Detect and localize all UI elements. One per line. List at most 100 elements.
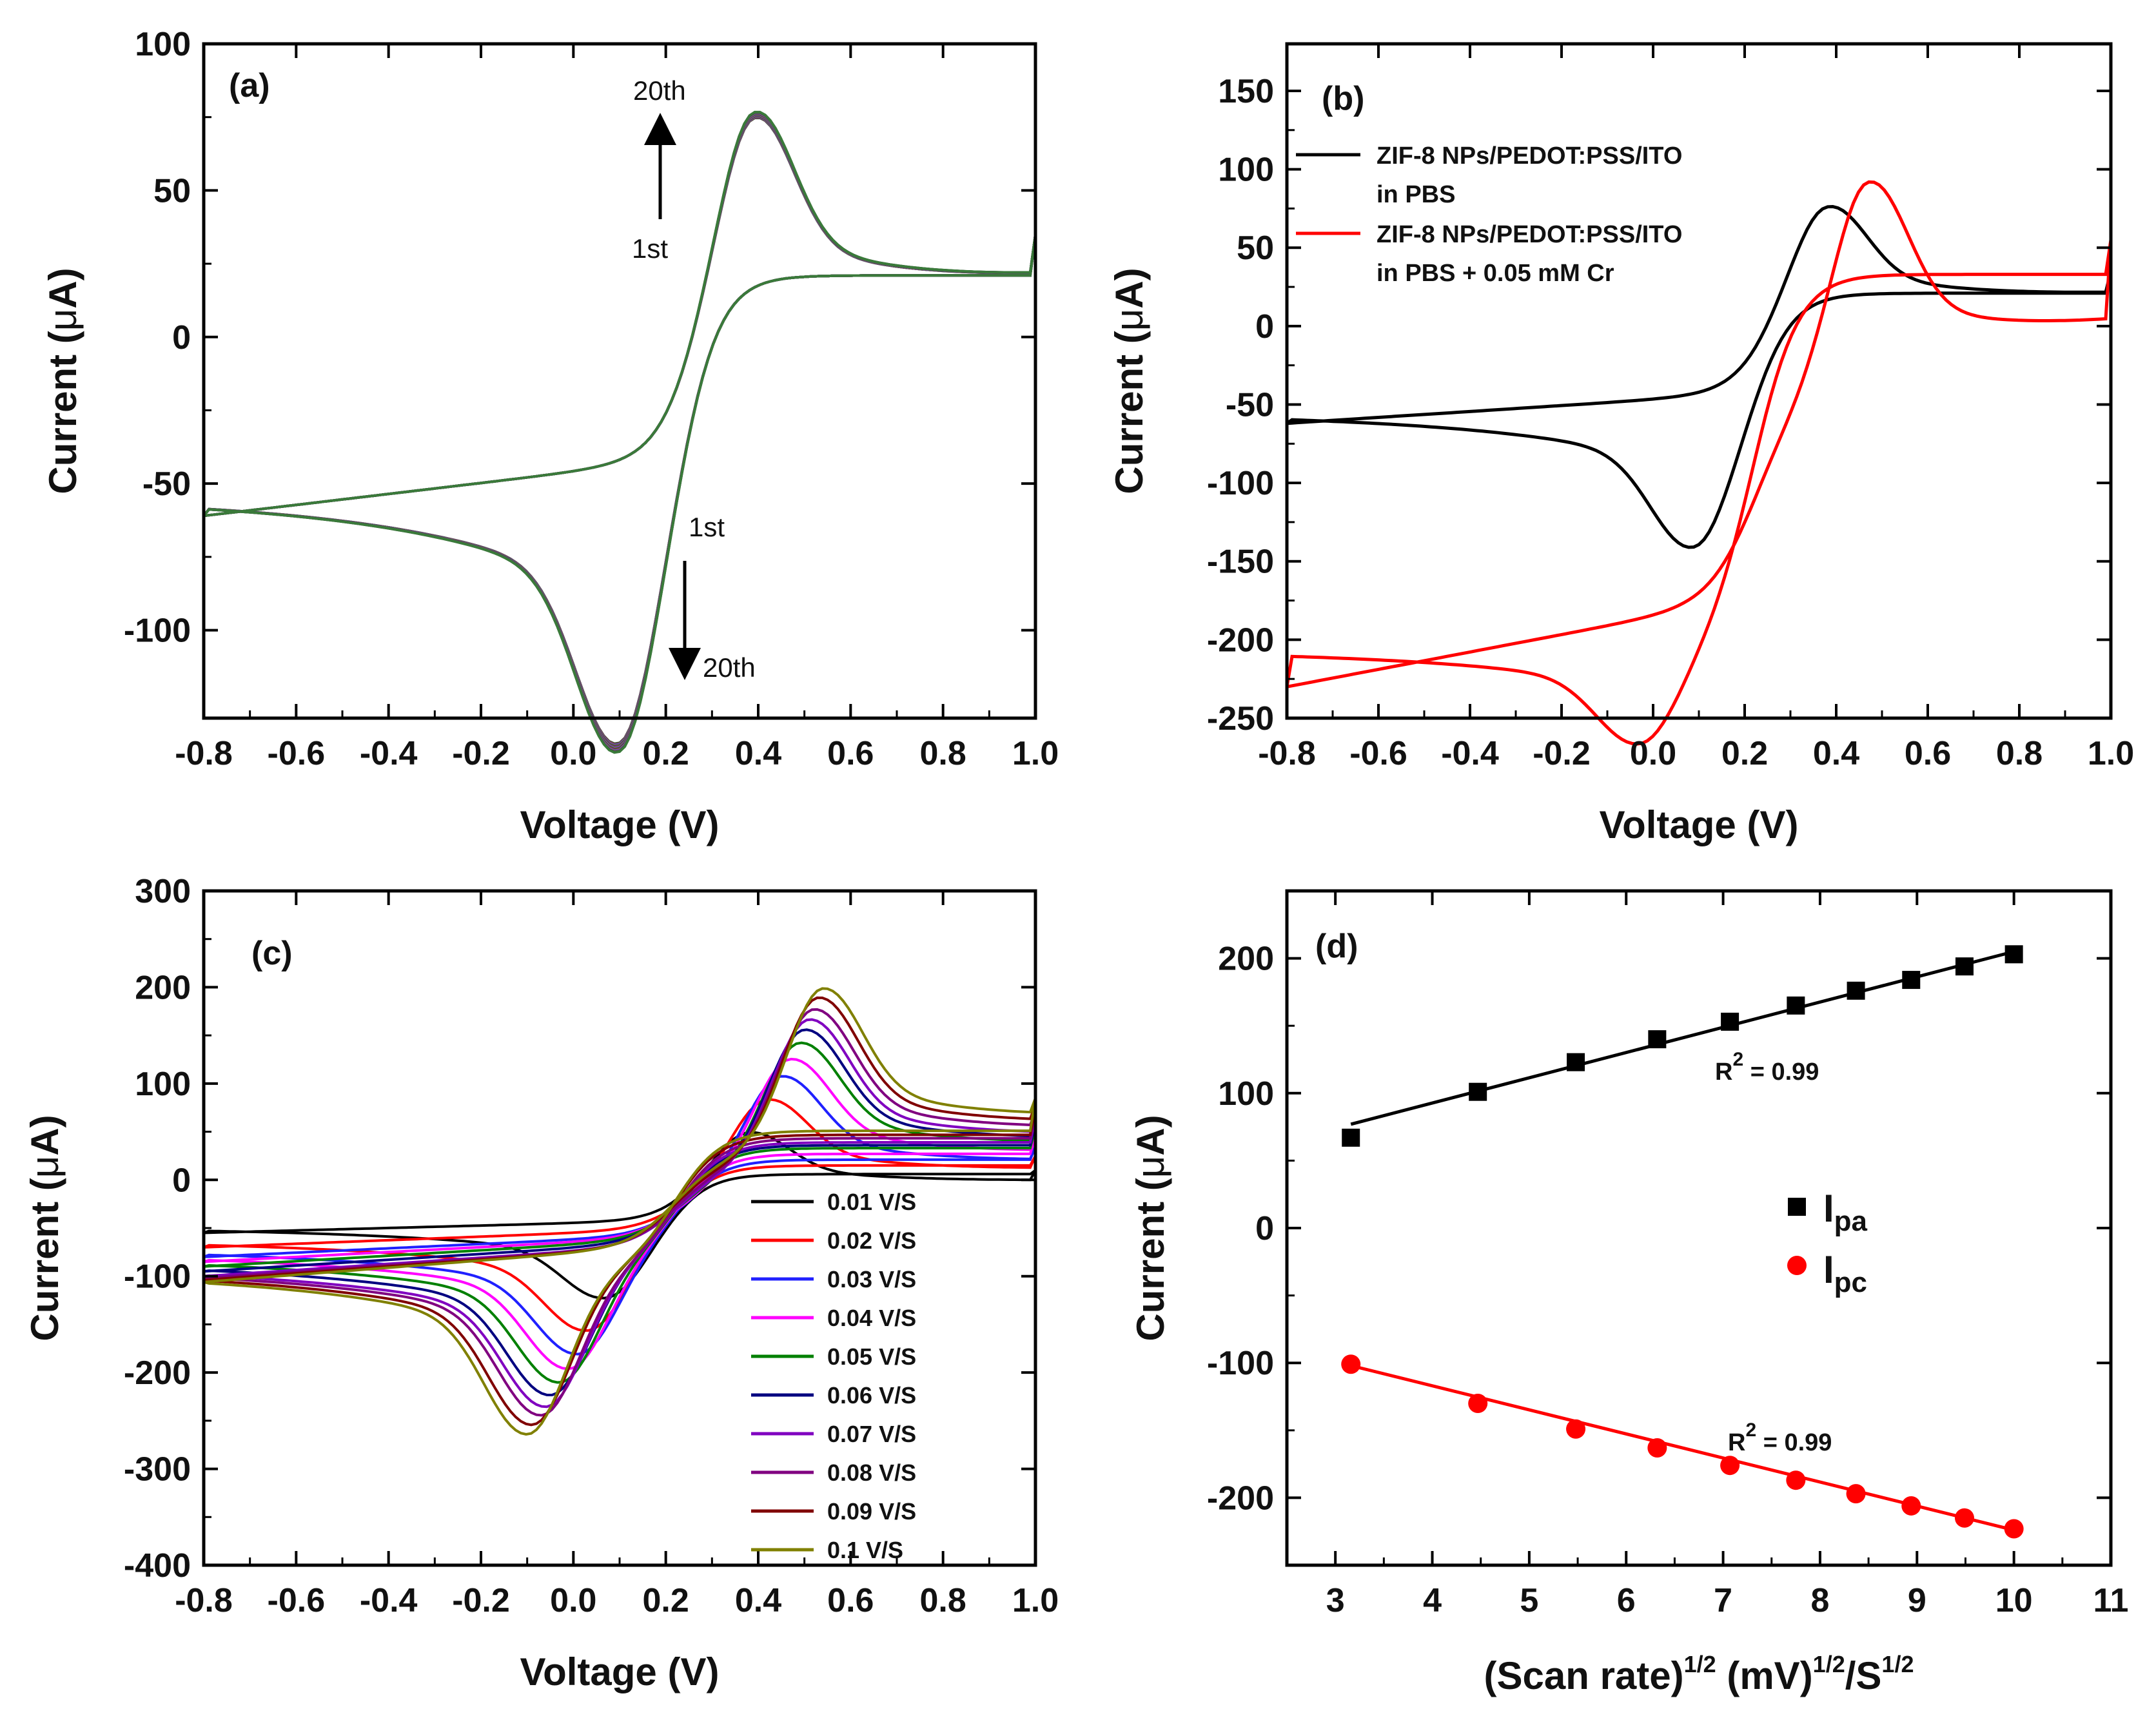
panel-d-xtick-label: 3 (1326, 1582, 1345, 1619)
panel-d-point-pc (1954, 1508, 1974, 1528)
panel-d-chart: 3 4 5 6 7 8 9 10 11 200 100 0 -100 -200 (d) (Scan rat… (1129, 889, 2129, 1697)
panel-d-ytick-label: -100 (1207, 1345, 1274, 1382)
panel-c-legend-label-7: 0.08 V/S (827, 1459, 916, 1486)
panel-b-ytick-label: 150 (1218, 73, 1274, 110)
panel-c-xtick-label: 0.8 (920, 1582, 966, 1619)
panel-b-xtick-label: 0.6 (1905, 735, 1951, 772)
panel-b-xtick-label: -0.4 (1441, 735, 1499, 772)
panel-d-xtick-label: 8 (1810, 1582, 1829, 1619)
panel-d-point-pa (1648, 1030, 1667, 1049)
panel-a-annotation-1st-bottom: 1st (689, 512, 725, 542)
panel-b-chart: -0.8 -0.6 -0.4 -0.2 0.0 0.2 0.4 0.6 0.8 1.0 150 100… (1108, 42, 2134, 846)
panel-b-ytick-label: 100 (1218, 151, 1274, 189)
panel-c-legend-label-8: 0.09 V/S (827, 1498, 916, 1525)
panel-a-cycle-11 (202, 113, 1037, 750)
panel-d-point-pa (1902, 971, 1921, 990)
panel-c-xtick-label: 0.0 (550, 1582, 596, 1619)
panel-b-legend-black-line2: in PBS (1377, 181, 1455, 208)
panel-b-ytick-label: -50 (1226, 386, 1274, 424)
panel-a-xtick-label: 1.0 (1012, 735, 1059, 772)
panel-b-xtick-label: 0.8 (1996, 735, 2043, 772)
panel-b-legend-red-line1: ZIF-8 NPs/PEDOT:PSS/ITO (1377, 221, 1682, 248)
panel-b-legend: ZIF-8 NPs/PEDOT:PSS/ITO in PBS ZIF-8 NPs… (1296, 142, 1682, 287)
panel-a-annotation-20th-bottom: 20th (703, 652, 756, 683)
panel-a-xtick-label: 0.6 (827, 735, 874, 772)
panel-c-legend-label-3: 0.04 V/S (827, 1305, 916, 1331)
panel-c-ytick-label: -400 (124, 1547, 191, 1585)
panel-d-ytick-label: -200 (1207, 1479, 1274, 1517)
panel-d-point-pc (1341, 1354, 1361, 1374)
panel-b-ylabel: Current (μA) (1108, 268, 1151, 494)
panel-d-point-pc (1647, 1438, 1667, 1458)
panel-c-ytick-label: 200 (135, 969, 191, 1006)
panel-d-xtick-label: 9 (1908, 1582, 1926, 1619)
panel-d-point-pc (2004, 1519, 2024, 1539)
panel-c-ytick-label: 0 (172, 1162, 191, 1199)
panel-c-xtick-label: -0.4 (360, 1582, 418, 1619)
panel-d-point-pc (1566, 1419, 1586, 1439)
panel-c-legend-label-0: 0.01 V/S (827, 1189, 916, 1215)
panel-d-legend-marker-ipc (1787, 1256, 1807, 1275)
panel-d-series (1341, 945, 2024, 1539)
panel-a-xtick-label: 0.2 (643, 735, 689, 772)
panel-d-point-pc (1846, 1484, 1866, 1504)
panel-a-cycle-19 (202, 111, 1037, 754)
panel-a-cycle-15 (202, 112, 1037, 752)
panel-b-xtick-label: 1.0 (2088, 735, 2134, 772)
panel-d-ytick-label: 100 (1218, 1075, 1274, 1113)
panel-a-annotation-20th-top: 20th (633, 75, 686, 106)
panel-a-cycle-20 (202, 110, 1037, 754)
panel-d-point-pa (1567, 1053, 1585, 1071)
panel-d-xtick-label: 4 (1423, 1582, 1442, 1619)
panel-c-legend-label-4: 0.05 V/S (827, 1343, 916, 1370)
panel-a-chart: -0.8 -0.6 -0.4 -0.2 0.0 0.2 0.4 0.6 0.8 1.0 100 50 0… (41, 26, 1059, 846)
panel-d-xtick-label: 7 (1714, 1582, 1732, 1619)
panel-b-ytick-label: 50 (1237, 229, 1274, 267)
panel-a-xtick-label: 0.8 (920, 735, 966, 772)
panel-b-series-0 (1286, 204, 2113, 549)
panel-b-xtick-label: 0.2 (1721, 735, 1768, 772)
panel-b-legend-red-line2: in PBS + 0.05 mM Cr (1377, 260, 1614, 287)
panel-a-xtick-label: 0.0 (550, 735, 596, 772)
panel-d-legend-ipc: Ipc (1823, 1248, 1867, 1298)
panel-d-point-pa (1721, 1012, 1740, 1031)
panel-c-xlabel: Voltage (V) (520, 1650, 720, 1693)
panel-a-cycle-2 (202, 116, 1037, 746)
panel-d-point-pc (1720, 1456, 1740, 1476)
panel-c-ytick-label: 100 (135, 1066, 191, 1103)
panel-d-point-pa (1955, 957, 1974, 976)
panel-b-ytick-label: -100 (1207, 465, 1274, 502)
panel-d-legend-ipa: Ipa (1823, 1187, 1868, 1237)
panel-d-r2-bottom: R2 = 0.99 (1728, 1420, 1832, 1456)
panel-b-ticks: -0.8 -0.6 -0.4 -0.2 0.0 0.2 0.4 0.6 0.8 1.0 150 100… (1207, 44, 2134, 772)
panel-a-cycle-13 (202, 113, 1037, 751)
panel-b-ytick-label: -150 (1207, 543, 1274, 581)
panel-c-xtick-label: -0.2 (452, 1582, 510, 1619)
panel-d-xtick-label: 11 (2093, 1582, 2129, 1619)
panel-a-cycle-9 (202, 114, 1037, 749)
panel-d-plot-frame (1285, 889, 2113, 1567)
panel-a-cycle-8 (202, 114, 1037, 748)
panel-c-ylabel: Current (μA) (23, 1115, 66, 1341)
panel-a-ytick-label: -50 (142, 465, 191, 503)
panel-b-xtick-label: 0.0 (1630, 735, 1676, 772)
panel-d-xtick-label: 5 (1520, 1582, 1538, 1619)
panel-b-ytick-label: 0 (1255, 308, 1274, 346)
panel-c-label: (c) (251, 935, 293, 972)
panel-a-cycle-3 (202, 115, 1037, 746)
panel-a-cycle-14 (202, 112, 1037, 752)
panel-b-label: (b) (1322, 80, 1364, 117)
panel-a-cycle-6 (202, 115, 1037, 748)
panel-d-legend-marker-ipa (1788, 1198, 1806, 1216)
panel-a-ticks: -0.8 -0.6 -0.4 -0.2 0.0 0.2 0.4 0.6 0.8 1.0 100 50 0… (124, 26, 1059, 772)
panel-d-xtick-label: 6 (1617, 1582, 1636, 1619)
panel-b-xtick-label: -0.6 (1349, 735, 1407, 772)
panel-c-xtick-label: 0.4 (735, 1582, 781, 1619)
panel-c-xtick-label: 1.0 (1012, 1582, 1059, 1619)
panel-c-ytick-label: -300 (124, 1451, 191, 1488)
panel-c-chart: -0.8 -0.6 -0.4 -0.2 0.0 0.2 0.4 0.6 0.8 1.0 300 200… (23, 873, 1059, 1693)
panel-a-plot-frame (202, 42, 1037, 720)
panel-d-point-pa (1342, 1128, 1360, 1147)
panel-c-legend-label-9: 0.1 V/S (827, 1537, 903, 1563)
panel-a-xtick-label: -0.2 (452, 735, 510, 772)
